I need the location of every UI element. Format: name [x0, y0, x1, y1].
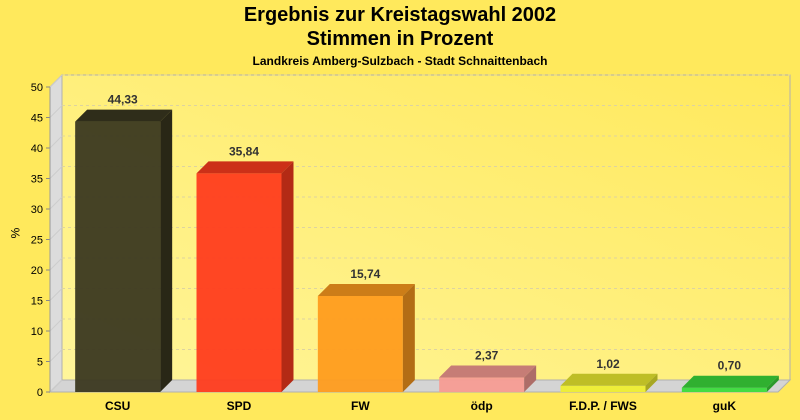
bar-front — [75, 121, 161, 392]
bar-side — [402, 283, 415, 392]
bar-side — [766, 375, 779, 392]
grid-line-side — [49, 196, 63, 210]
bar-top — [317, 283, 415, 296]
bar-front — [560, 385, 646, 392]
bar-top — [439, 365, 537, 378]
chart-caption: Landkreis Amberg-Sulzbach - Stadt Schnai… — [252, 54, 548, 68]
bar-top — [681, 375, 779, 388]
x-tick-label: FW — [351, 399, 370, 413]
y-tick-label: 15 — [31, 296, 43, 308]
x-tick-label: F.D.P. / FWS — [569, 399, 637, 413]
grid-line-side — [49, 227, 63, 240]
bar-ödp — [439, 365, 537, 392]
y-tick-label: 35 — [31, 174, 43, 186]
bar-fw — [317, 283, 415, 392]
y-tick-label: 10 — [31, 326, 43, 338]
bar-front — [681, 387, 767, 392]
bar-csu — [75, 109, 173, 392]
data-label: 35,84 — [229, 144, 259, 158]
bar-side — [160, 109, 173, 392]
bar-top — [75, 109, 173, 122]
y-axis-label: % — [8, 227, 23, 239]
grid-line-side — [49, 135, 63, 149]
bar-side — [524, 365, 537, 392]
bar-top — [196, 161, 294, 174]
grid-line-side — [49, 105, 63, 118]
y-tick-label: 25 — [31, 235, 43, 247]
grid-line-side — [49, 288, 63, 301]
bar-side — [281, 161, 294, 392]
x-tick-label: SPD — [227, 399, 252, 413]
x-tick-label: CSU — [105, 399, 130, 413]
chart-title: Ergebnis zur Kreistagswahl 2002 — [243, 4, 557, 26]
bar-front — [317, 295, 403, 392]
grid-line-side — [49, 257, 63, 271]
y-tick-label: 5 — [37, 357, 43, 369]
bar-spd — [196, 161, 294, 392]
bar-top — [560, 373, 658, 386]
data-label: 44,33 — [108, 93, 138, 107]
bar-front — [196, 173, 282, 392]
x-tick-label: ödp — [471, 399, 493, 413]
data-label: 2,37 — [475, 349, 499, 363]
grid-line-side — [49, 166, 63, 179]
y-tick-label: 40 — [31, 143, 43, 155]
grid-line-side — [49, 74, 63, 88]
bar-front — [439, 377, 525, 392]
data-label: 1,02 — [596, 357, 620, 371]
bar-guk — [681, 375, 779, 392]
y-tick-label: 0 — [37, 387, 43, 399]
grid-line-side — [49, 349, 63, 362]
bar-side — [645, 373, 658, 392]
y-tick-label: 20 — [31, 265, 43, 277]
data-label: 15,74 — [350, 267, 380, 281]
y-tick-label: 30 — [31, 204, 43, 216]
y-tick-label: 45 — [31, 113, 43, 125]
data-label: 0,70 — [718, 359, 742, 373]
bar-f-d-p-fws — [560, 373, 658, 392]
x-tick-label: guK — [713, 399, 737, 413]
chart-subtitle: Stimmen in Prozent — [306, 28, 494, 50]
grid-line-side — [49, 318, 63, 332]
y-tick-label: 50 — [31, 82, 43, 94]
grid-line-side — [49, 379, 63, 393]
